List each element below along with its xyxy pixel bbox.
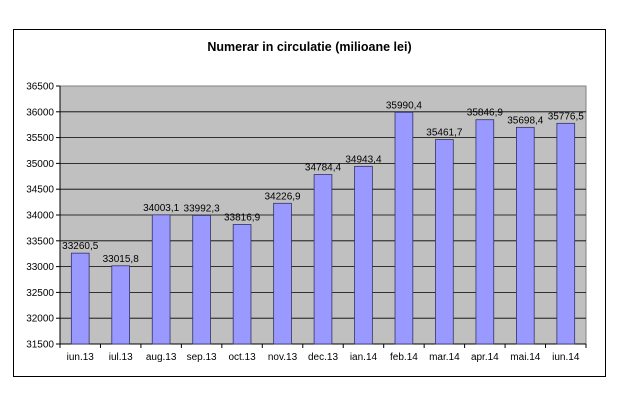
x-tick-label: iul.13 <box>109 352 133 363</box>
y-tick-label: 36000 <box>26 107 54 118</box>
bar <box>354 165 373 345</box>
y-tick-label: 36500 <box>26 82 54 93</box>
y-tick-label: 34000 <box>26 211 54 222</box>
y-tick-label: 31500 <box>26 340 54 351</box>
chart-title: Numerar in circulatie (milioane lei) <box>207 40 412 54</box>
data-label: 35776,5 <box>548 111 585 122</box>
data-label: 33992,3 <box>184 203 221 214</box>
x-tick-label: ian.14 <box>350 352 378 363</box>
bar <box>516 126 535 345</box>
x-tick-label: dec.13 <box>308 352 338 363</box>
data-label: 35698,4 <box>507 115 544 126</box>
bar <box>192 214 211 345</box>
x-tick-label: feb.14 <box>390 352 418 363</box>
x-tick-label: iun.14 <box>552 352 580 363</box>
data-label: 33015,8 <box>103 254 140 265</box>
data-label: 34784,4 <box>305 163 342 174</box>
x-tick-label: aug.13 <box>146 352 177 363</box>
data-label: 34943,4 <box>345 154 382 165</box>
x-tick-label: iun.13 <box>67 352 95 363</box>
y-tick-label: 35500 <box>26 133 54 144</box>
x-tick-label: mar.14 <box>429 352 460 363</box>
x-tick-label: apr.14 <box>471 352 499 363</box>
y-tick-label: 32000 <box>26 314 54 325</box>
x-tick-label: sep.13 <box>187 352 217 363</box>
data-label: 34003,1 <box>143 203 180 214</box>
y-tick-label: 33500 <box>26 236 54 247</box>
data-label: 35461,7 <box>426 128 463 139</box>
y-tick-label: 32500 <box>26 288 54 299</box>
x-tick-label: oct.13 <box>228 352 256 363</box>
bar <box>151 214 171 345</box>
data-label: 33260,5 <box>62 241 99 252</box>
y-tick-label: 34500 <box>26 185 54 196</box>
y-tick-label: 33000 <box>26 262 54 273</box>
data-label: 35846,9 <box>467 108 504 119</box>
x-tick-label: mai.14 <box>510 352 540 363</box>
data-label: 35990,4 <box>386 100 423 111</box>
bar <box>111 265 130 345</box>
data-label: 34226,9 <box>264 191 301 202</box>
bar <box>435 139 454 345</box>
data-label: 33816,9 <box>224 212 261 223</box>
bar <box>394 111 414 345</box>
x-tick-label: nov.13 <box>268 352 298 363</box>
bar <box>70 252 90 345</box>
bar <box>273 202 292 345</box>
bar <box>556 122 576 345</box>
bar <box>313 174 333 345</box>
bar <box>475 119 495 345</box>
bar <box>232 224 252 345</box>
y-tick-label: 35000 <box>26 159 54 170</box>
